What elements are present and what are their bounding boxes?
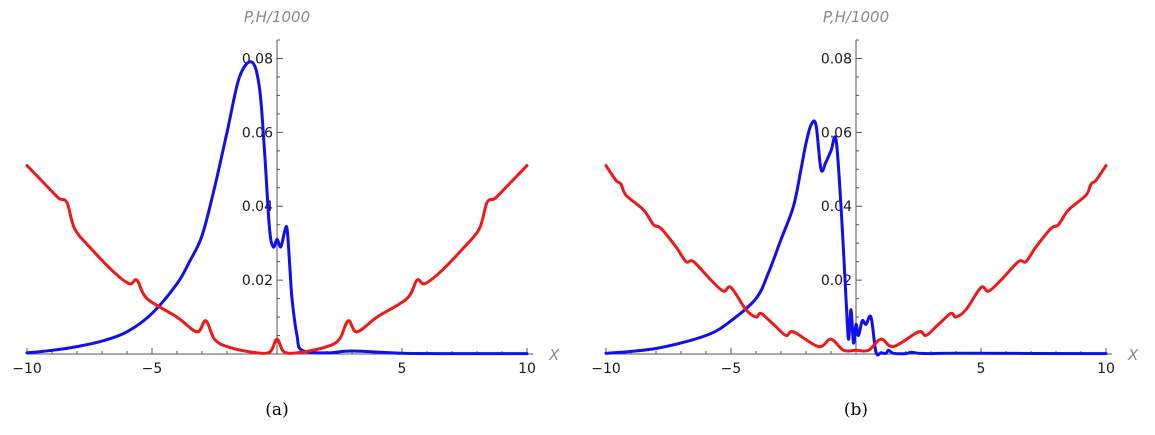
panel-label: (a)	[265, 400, 288, 420]
y-axis-title: P,H/1000	[244, 8, 310, 26]
x-tick-label: 5	[977, 361, 986, 377]
y-tick-label: 0.02	[821, 273, 852, 289]
y-tick-label: 0.02	[242, 273, 273, 289]
x-tick-label: −10	[591, 361, 621, 377]
x-axis-title: X	[1127, 346, 1139, 364]
y-tick-label: 0.06	[821, 125, 852, 141]
y-tick-label: 0.04	[242, 199, 273, 215]
x-tick-label: 10	[1097, 361, 1115, 377]
series-line-red	[25, 164, 529, 355]
x-tick-label: −5	[721, 361, 742, 377]
y-tick-label: 0.08	[821, 51, 852, 67]
x-axis-title: X	[548, 346, 560, 364]
x-tick-label: −10	[12, 361, 42, 377]
chart-panel-b: −10 −5 5 10 0.02 0.04 0.06 0.08 P,H/1000 X (b)	[591, 8, 1139, 420]
y-tick-label: 0.04	[821, 199, 852, 215]
x-tick-label: −5	[142, 361, 163, 377]
x-tick-label: 10	[518, 361, 536, 377]
series-line-red	[604, 164, 1108, 353]
y-tick-label: 0.06	[242, 125, 273, 141]
y-axis-title: P,H/1000	[823, 8, 889, 26]
x-tick-label: 5	[398, 361, 407, 377]
panel-label: (b)	[844, 400, 868, 420]
series-line-blue	[604, 119, 1108, 357]
